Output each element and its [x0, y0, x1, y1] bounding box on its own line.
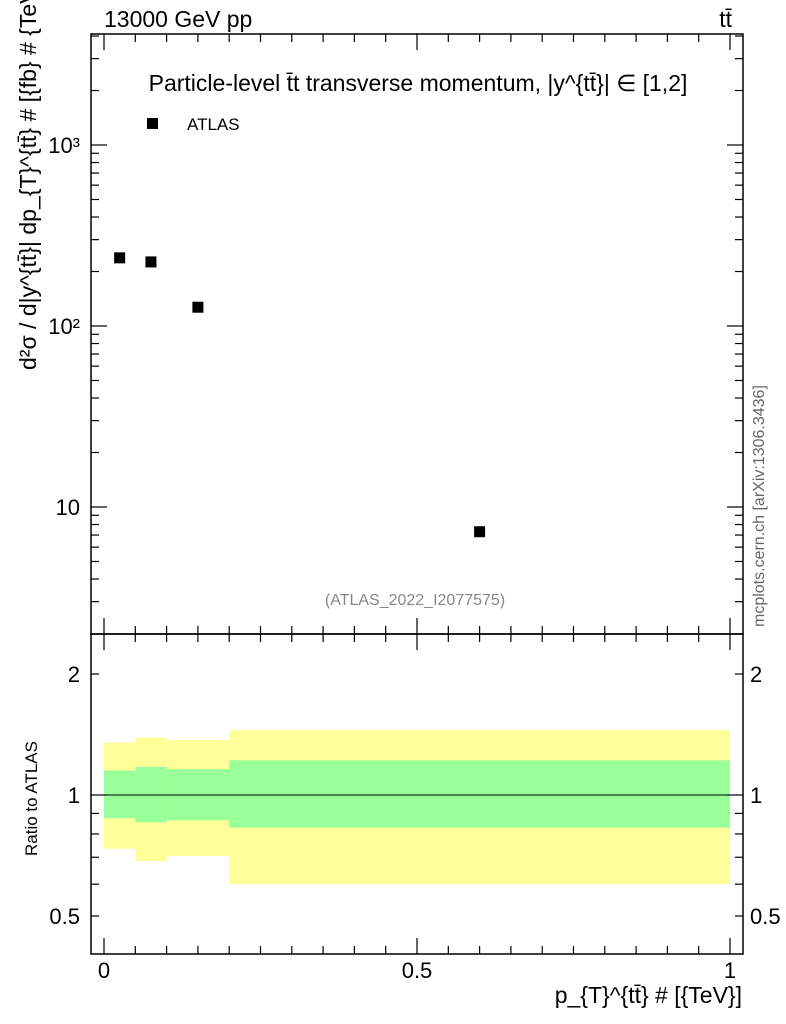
header-energy-label: 13000 GeV pp	[104, 6, 252, 32]
main-y-tick-labels: 10³ 10² 10	[48, 133, 80, 520]
ratio-y-tick-label-left: 0.5	[49, 904, 80, 929]
mcplots-side-label: mcplots.cern.ch [arXiv:1306.3436]	[751, 385, 768, 627]
ratio-axis-ticks	[91, 634, 743, 954]
ratio-panel: 0.5 0.51 12 2 0 0.5 1 Ratio to ATLAS p_{T}^{t…	[22, 633, 781, 1008]
atlas-data-points	[114, 252, 486, 538]
x-tick-label: 1	[724, 958, 736, 983]
main-axis-ticks	[91, 34, 743, 634]
ratio-x-tick-labels: 0 0.5 1	[98, 958, 736, 983]
ratio-y-tick-label-right: 2	[750, 662, 762, 687]
ratio-y-tick-label-right: 1	[750, 783, 762, 808]
analysis-id-label: (ATLAS_2022_I2077575)	[325, 592, 505, 609]
inner-band-bin	[229, 760, 730, 828]
data-point	[192, 301, 204, 313]
ratio-y-tick-label-left: 1	[68, 783, 80, 808]
header-process-label: tt̄	[719, 6, 732, 32]
x-tick-label: 0	[98, 958, 110, 983]
inner-band-bin	[104, 770, 136, 819]
legend-atlas-marker	[147, 118, 158, 129]
x-axis-label: p_{T}^{tt̄} # [{TeV}]	[555, 982, 742, 1008]
main-panel: 10³ 10² 10 Particle-level t̄t transverse m…	[15, 0, 744, 635]
data-point	[114, 252, 126, 264]
ratio-y-tick-labels: 0.5 0.5 1 1 2 2	[49, 662, 780, 929]
x-tick-label: 0.5	[402, 958, 433, 983]
main-y-tick-label: 10²	[48, 314, 80, 339]
ratio-y-axis-label: Ratio to ATLAS	[22, 741, 41, 856]
plot-title: Particle-level t̄t transverse momentum, …	[149, 70, 688, 96]
main-y-axis-label: d²σ / d|y^{tt̄}| dp_{T}^{tt̄} # [{fb} # …	[15, 0, 41, 370]
ratio-uncertainty-bands	[104, 730, 730, 885]
ratio-y-tick-label-right: 0.5	[750, 904, 781, 929]
main-y-tick-label: 10	[56, 495, 80, 520]
main-y-tick-label: 10³	[48, 133, 80, 158]
legend-atlas-label: ATLAS	[187, 115, 240, 134]
ratio-y-tick-label-left: 2	[68, 662, 80, 687]
data-point	[145, 256, 157, 268]
data-point	[474, 526, 486, 538]
